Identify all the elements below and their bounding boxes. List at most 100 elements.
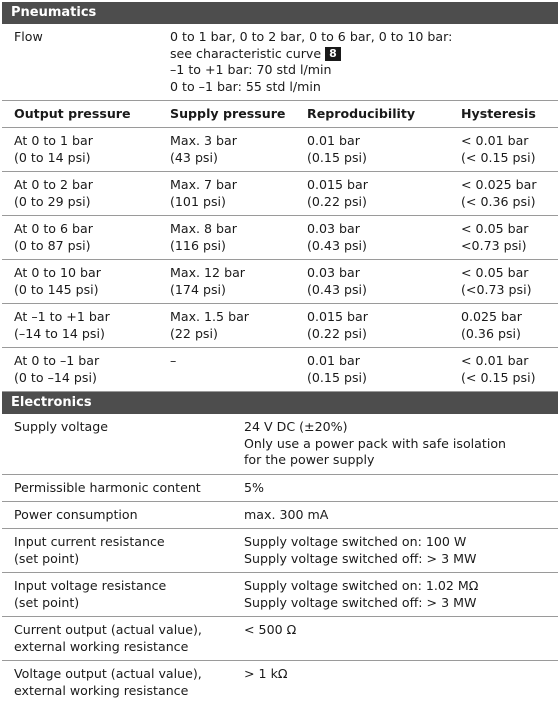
reproducibility-line: (0.15 psi)	[307, 369, 367, 385]
spec-value: > 1 kΩ	[244, 666, 288, 683]
spec-label-line: Current output (actual value),	[14, 622, 202, 637]
supply-pressure-line: (174 psi)	[170, 281, 226, 297]
reproducibility-cell: 0.015 bar (0.22 psi)	[307, 309, 368, 342]
flow-row: Flow 0 to 1 bar, 0 to 2 bar, 0 to 6 bar,…	[2, 24, 558, 101]
reproducibility-line: 0.01 bar	[307, 133, 360, 148]
reproducibility-line: (0.15 psi)	[307, 149, 367, 165]
spec-value-line: Supply voltage switched off: > 3 MW	[244, 594, 477, 610]
flow-line-4: 0 to –1 bar: 55 std l/min	[170, 78, 321, 94]
hysteresis-line: (0.36 psi)	[461, 325, 521, 341]
supply-pressure-line: (22 psi)	[170, 325, 218, 341]
spec-label-line: Input voltage resistance	[14, 578, 167, 593]
spec-label-line: Input current resistance	[14, 534, 165, 549]
output-pressure-cell: At 0 to 6 bar (0 to 87 psi)	[14, 221, 93, 254]
hysteresis-cell: < 0.01 bar (< 0.15 psi)	[461, 133, 535, 166]
supply-pressure-cell: Max. 12 bar (174 psi)	[170, 265, 245, 298]
output-pressure-line: (0 to 87 psi)	[14, 237, 91, 253]
reproducibility-line: 0.015 bar	[307, 177, 368, 192]
spec-value-line: 5%	[244, 480, 264, 495]
spec-row: Permissible harmonic content 5%	[2, 475, 558, 502]
curve-reference-badge: 8	[325, 46, 341, 61]
spec-label: Voltage output (actual value), external w…	[14, 666, 202, 699]
spec-value-line: < 500 Ω	[244, 622, 297, 637]
output-pressure-line: At 0 to 10 bar	[14, 265, 101, 280]
hysteresis-line: < 0.01 bar	[461, 133, 529, 148]
output-pressure-cell: At 0 to 10 bar (0 to 145 psi)	[14, 265, 101, 298]
supply-pressure-line: Max. 8 bar	[170, 221, 237, 236]
hysteresis-line: < 0.025 bar	[461, 177, 537, 192]
output-pressure-cell: At –1 to +1 bar (–14 to 14 psi)	[14, 309, 110, 342]
supply-pressure-cell: Max. 7 bar (101 psi)	[170, 177, 237, 210]
spec-value-line: for the power supply	[244, 452, 375, 467]
flow-line-1: 0 to 1 bar, 0 to 2 bar, 0 to 6 bar, 0 to…	[170, 29, 453, 44]
hysteresis-line: <0.73 psi)	[461, 237, 527, 253]
pressure-table-header: Output pressure Supply pressure Reproduc…	[2, 101, 558, 128]
reproducibility-line: (0.43 psi)	[307, 281, 367, 297]
spec-label-line: Supply voltage	[14, 419, 108, 434]
spec-label: Input current resistance (set point)	[14, 534, 165, 567]
spec-row: Supply voltage 24 V DC (±20%) Only use a p…	[2, 414, 558, 475]
output-pressure-line: At 0 to 2 bar	[14, 177, 93, 192]
output-pressure-line: At 0 to 6 bar	[14, 221, 93, 236]
flow-value: 0 to 1 bar, 0 to 2 bar, 0 to 6 bar, 0 to…	[170, 29, 452, 95]
hysteresis-cell: < 0.05 bar (<0.73 psi)	[461, 265, 531, 298]
output-pressure-line: (0 to 29 psi)	[14, 193, 91, 209]
supply-pressure-line: Max. 7 bar	[170, 177, 237, 192]
spec-value: Supply voltage switched on: 1.02 MΩ Suppl…	[244, 578, 478, 611]
spec-label: Permissible harmonic content	[14, 480, 201, 497]
table-row: At 0 to –1 bar (0 to –14 psi) – 0.01 bar (0.…	[2, 348, 558, 392]
flow-line-3: –1 to +1 bar: 70 std l/min	[170, 62, 332, 77]
spec-label-line: Power consumption	[14, 507, 138, 522]
supply-pressure-line: –	[170, 353, 177, 368]
hysteresis-cell: < 0.05 bar <0.73 psi)	[461, 221, 529, 254]
output-pressure-cell: At 0 to –1 bar (0 to –14 psi)	[14, 353, 99, 386]
flow-line-2: see characteristic curve 8	[170, 46, 452, 63]
spec-value-line: Only use a power pack with safe isolatio…	[244, 435, 507, 451]
spec-label-line: Voltage output (actual value),	[14, 666, 202, 681]
supply-pressure-line: (101 psi)	[170, 193, 226, 209]
hysteresis-line: (< 0.15 psi)	[461, 149, 536, 165]
hysteresis-line: (< 0.15 psi)	[461, 369, 536, 385]
supply-pressure-cell: Max. 8 bar (116 psi)	[170, 221, 237, 254]
reproducibility-line: (0.22 psi)	[307, 325, 367, 341]
reproducibility-cell: 0.03 bar (0.43 psi)	[307, 221, 367, 254]
reproducibility-line: (0.43 psi)	[307, 237, 367, 253]
supply-pressure-line: Max. 3 bar	[170, 133, 237, 148]
spec-label-line: (set point)	[14, 550, 80, 566]
spec-value-line: > 1 kΩ	[244, 666, 288, 681]
spec-value: max. 300 mA	[244, 507, 328, 524]
output-pressure-line: (0 to 14 psi)	[14, 149, 91, 165]
spec-label-line: (set point)	[14, 594, 80, 610]
electronics-heading: Electronics	[2, 392, 558, 414]
reproducibility-line: 0.03 bar	[307, 265, 360, 280]
spec-row: Voltage output (actual value), external w…	[2, 661, 558, 705]
reproducibility-cell: 0.01 bar (0.15 psi)	[307, 353, 367, 386]
spec-label: Supply voltage	[14, 419, 108, 436]
spec-label-line: external working resistance	[14, 638, 189, 654]
reproducibility-line: 0.015 bar	[307, 309, 368, 324]
supply-pressure-line: (43 psi)	[170, 149, 218, 165]
output-pressure-line: At 0 to –1 bar	[14, 353, 100, 368]
spec-label: Power consumption	[14, 507, 138, 524]
spec-value-line: 24 V DC (±20%)	[244, 419, 348, 434]
output-pressure-cell: At 0 to 2 bar (0 to 29 psi)	[14, 177, 93, 210]
hysteresis-line: 0.025 bar	[461, 309, 522, 324]
spec-row: Power consumption max. 300 mA	[2, 502, 558, 529]
supply-pressure-line: (116 psi)	[170, 237, 226, 253]
spec-row: Input voltage resistance (set point) Suppl…	[2, 573, 558, 617]
pneumatics-heading: Pneumatics	[2, 2, 558, 24]
spec-row: Input current resistance (set point) Suppl…	[2, 529, 558, 573]
output-pressure-line: (0 to 145 psi)	[14, 281, 99, 297]
spec-table: Pneumatics Flow 0 to 1 bar, 0 to 2 bar, …	[2, 2, 558, 705]
hysteresis-line: (< 0.36 psi)	[461, 193, 536, 209]
table-row: At 0 to 2 bar (0 to 29 psi) Max. 7 bar (101…	[2, 172, 558, 216]
supply-pressure-cell: Max. 1.5 bar (22 psi)	[170, 309, 249, 342]
header-hysteresis: Hysteresis	[461, 106, 536, 121]
reproducibility-cell: 0.015 bar (0.22 psi)	[307, 177, 368, 210]
spec-label: Current output (actual value), external w…	[14, 622, 202, 655]
hysteresis-line: < 0.05 bar	[461, 221, 529, 236]
flow-curve-text: see characteristic curve	[170, 45, 322, 61]
hysteresis-line: < 0.05 bar	[461, 265, 529, 280]
reproducibility-cell: 0.03 bar (0.43 psi)	[307, 265, 367, 298]
table-row: At –1 to +1 bar (–14 to 14 psi) Max. 1.5 b…	[2, 304, 558, 348]
